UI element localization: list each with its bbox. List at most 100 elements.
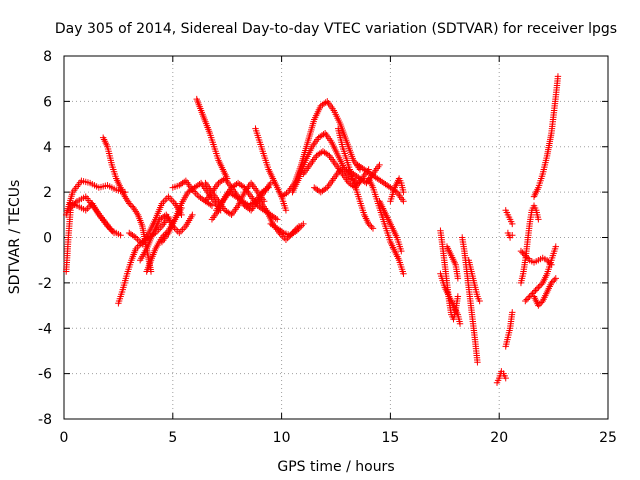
data-point [84,205,91,212]
data-point [383,182,391,189]
data-point [194,191,201,199]
data-point [226,188,233,196]
data-point [226,210,234,217]
data-point [263,185,271,192]
data-point [129,232,136,239]
data-point [300,220,307,228]
data-point [176,182,183,189]
data-point [536,300,544,308]
x-tick-labels: 0 5 10 15 20 25 [60,430,617,446]
data-point [549,278,557,285]
data-point [65,207,72,214]
data-point [323,150,330,157]
data-point [278,228,286,236]
data-point [177,228,185,235]
data-point [525,294,532,302]
data-point [366,222,374,229]
data-point [367,170,375,178]
data-point [316,150,323,157]
data-point [274,225,281,232]
x-tick-label: 15 [381,430,399,446]
data-point [278,193,285,200]
data-point [398,247,405,255]
data-point [377,177,384,184]
data-point [358,176,365,183]
data-point [400,270,407,277]
data-point [184,188,192,196]
y-tick-label: -2 [38,276,52,292]
y-tick-label: -8 [38,412,52,428]
y-tick-label: 0 [43,231,52,247]
data-point [192,183,200,190]
data-point [532,287,539,294]
data-point [239,183,247,190]
data-point [215,179,222,187]
data-point [369,225,377,232]
data-point [130,233,138,240]
y-tick-labels: -8 -6 -4 -2 0 2 4 6 8 [38,49,52,428]
data-point [277,227,284,234]
data-point [523,296,530,303]
data-point [474,359,481,366]
data-point [374,175,381,182]
data-point [519,249,526,256]
data-point [538,299,545,306]
data-point [317,133,324,140]
data-point [312,185,320,192]
y-tick-label: 2 [43,185,52,201]
data-point [110,229,118,237]
data-point [359,165,366,172]
data-point [314,151,322,158]
data-point [231,192,238,199]
chart-title: Day 305 of 2014, Sidereal Day-to-day VTE… [55,21,617,37]
data-point [351,171,359,179]
data-point [535,302,542,309]
data-point [239,198,246,205]
data-point [220,176,227,183]
data-point [270,222,278,230]
data-point [234,194,241,201]
data-point [529,290,536,297]
x-tick-label: 5 [168,430,177,446]
data-point [246,205,253,213]
data-point [379,178,386,186]
data-point [368,223,375,231]
data-point [320,186,328,194]
data-point [161,212,168,220]
data-point [315,134,322,141]
data-point [249,200,256,207]
data-point [320,131,327,138]
data-point [522,297,529,305]
y-tick-label: -4 [38,321,52,337]
data-point [245,202,253,209]
data-point [535,216,542,223]
data-point [509,220,516,228]
data-point [314,186,321,194]
data-point [517,247,525,255]
data-point [400,198,407,205]
data-point [265,184,272,191]
data-point [250,199,258,206]
data-point [319,101,326,108]
data-point [552,275,559,282]
data-point [236,180,243,188]
data-point [272,215,279,222]
data-point [275,226,283,233]
data-point [161,196,169,204]
data-point [551,276,558,284]
data-point [317,188,324,196]
data-point [176,229,183,237]
data-point [372,174,379,181]
data-point [361,178,369,186]
data-point [221,207,229,214]
data-point [400,188,407,196]
data-point [262,186,269,194]
axis-ticks [63,55,609,420]
data-point [165,193,172,200]
data-point [321,149,328,156]
data-point [362,167,370,174]
data-point [229,191,236,198]
data-point [195,193,203,200]
data-point [380,179,388,187]
data-point [126,229,133,237]
